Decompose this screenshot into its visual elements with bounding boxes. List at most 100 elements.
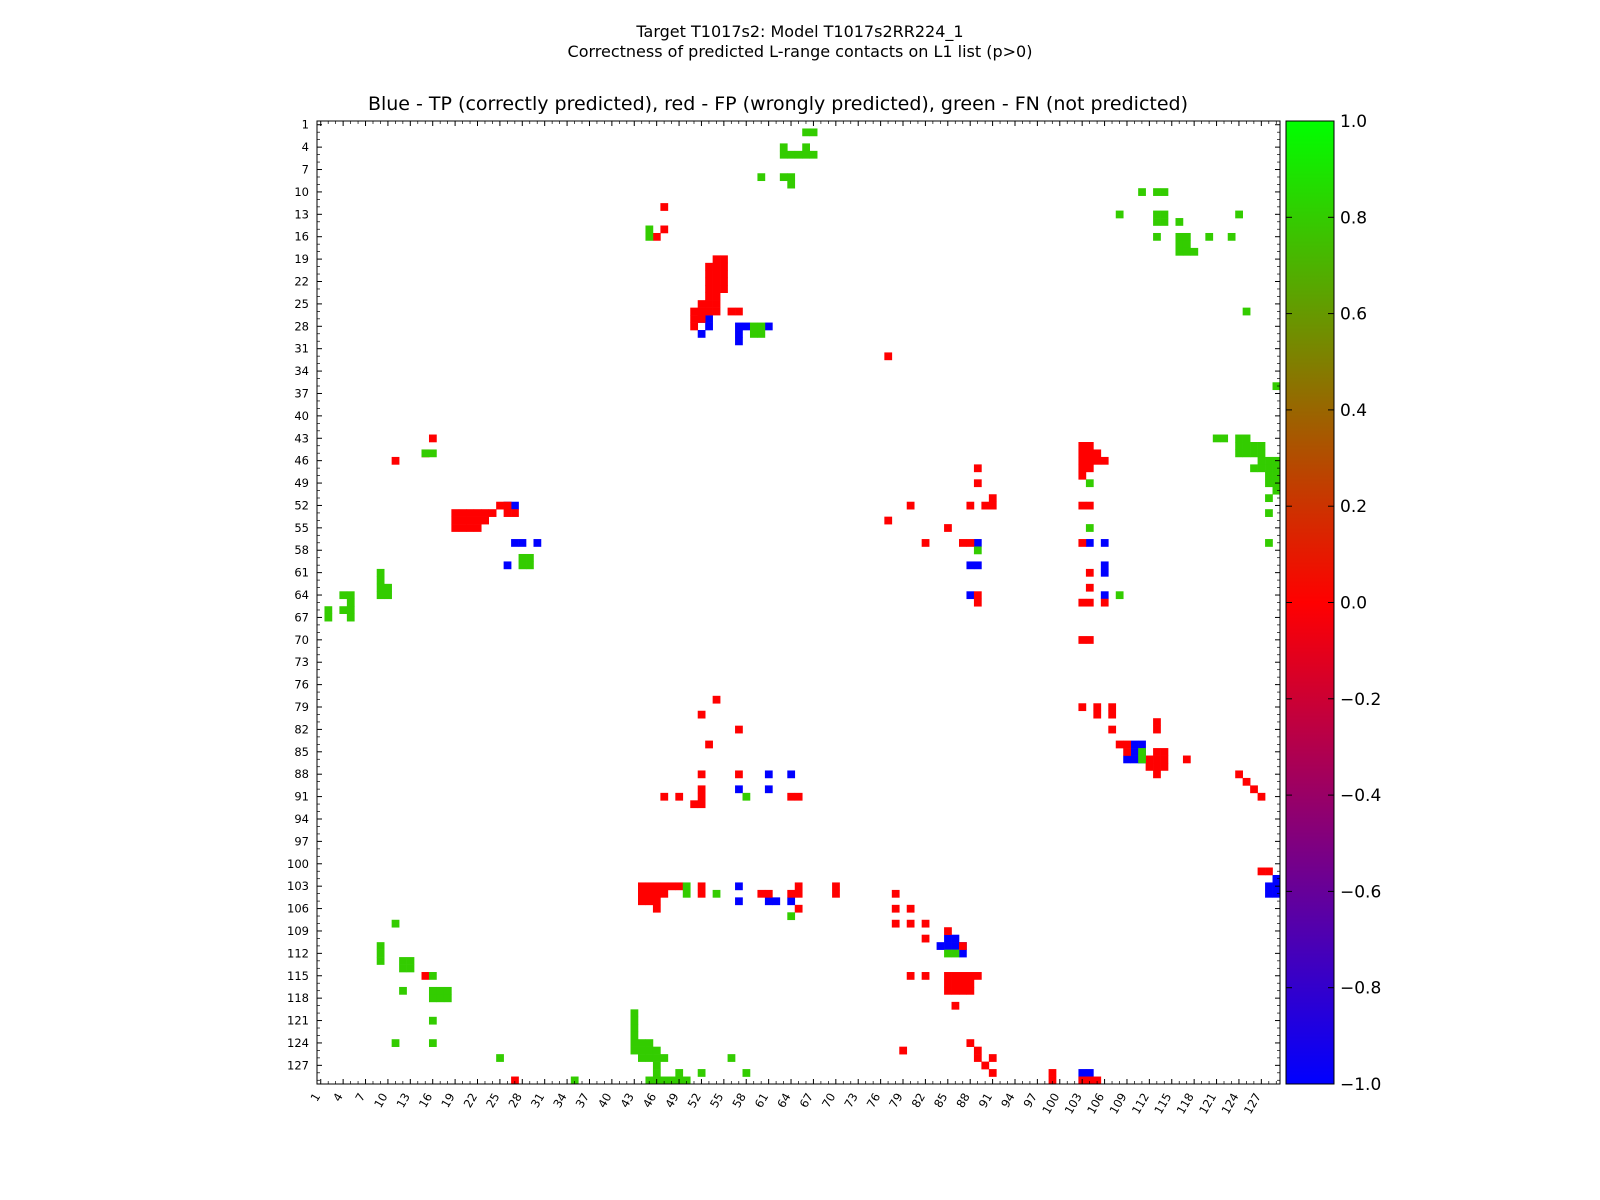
x-tick-label: 94 (998, 1091, 1017, 1111)
contact-cell-tp (1123, 755, 1131, 764)
contact-cell-tp (951, 942, 960, 950)
contact-cell-fp (973, 464, 982, 473)
x-tick-label: 118 (1174, 1091, 1197, 1117)
contact-cell-fp (884, 516, 893, 525)
contact-cell-fp (712, 270, 721, 279)
contact-cell-fp (466, 509, 475, 517)
contact-cell-fn (1175, 247, 1184, 256)
chart-title: Blue - TP (correctly predicted), red - F… (368, 93, 1188, 115)
y-tick-label: 25 (294, 297, 309, 311)
contact-cell-tp (787, 897, 796, 906)
y-tick-label: 22 (294, 275, 309, 289)
contact-cell-fn (376, 576, 385, 585)
y-tick-label: 31 (294, 342, 309, 356)
contact-cell-fn (346, 606, 355, 614)
contact-cell-fn (399, 964, 407, 973)
contact-cell-fp (1250, 785, 1258, 794)
contact-cell-fp (675, 792, 684, 801)
contact-cell-fn (391, 919, 400, 928)
contact-cell-tp (1130, 740, 1139, 749)
y-tick-label: 115 (287, 969, 309, 983)
contact-cell-fp (720, 255, 728, 264)
x-tick-label: 109 (1106, 1091, 1129, 1117)
contact-cell-fn (376, 942, 385, 950)
contact-cell-fn (787, 173, 796, 182)
contact-cell-fn (757, 322, 766, 331)
y-tick-label: 100 (287, 857, 309, 871)
contact-cell-fn (742, 792, 751, 801)
y-tick-label: 67 (294, 610, 309, 624)
contact-cell-fn (526, 553, 534, 562)
contact-cell-tp (511, 539, 519, 547)
contact-cell-fp (891, 904, 900, 913)
contact-cell-tp (735, 330, 743, 338)
contact-cell-fn (406, 964, 415, 973)
colorbar (1285, 120, 1335, 1085)
contact-cell-fn (1235, 434, 1243, 443)
x-tick-label: 67 (797, 1091, 816, 1111)
y-tick-label: 40 (294, 409, 309, 423)
contact-cell-fp (1093, 456, 1102, 465)
contact-cell-fp (1160, 763, 1169, 771)
x-tick-label: 115 (1151, 1091, 1174, 1117)
y-tick-label: 118 (287, 991, 309, 1005)
contact-cell-fp (503, 501, 512, 510)
contact-cell-fn (682, 889, 691, 898)
contact-cell-fp (966, 972, 975, 980)
contact-cell-fp (921, 934, 930, 943)
contact-cell-tp (742, 322, 751, 331)
contact-cell-fn (1212, 434, 1221, 443)
contact-cell-fp (638, 897, 646, 906)
contact-cell-fn (630, 1024, 639, 1033)
contact-cell-tp (764, 322, 773, 331)
contact-cell-fp (1078, 449, 1087, 458)
contact-cell-fp (697, 785, 706, 794)
contact-cell-tp (518, 539, 527, 547)
contact-cell-fp (1085, 583, 1094, 592)
contact-cell-fn (652, 1054, 661, 1062)
contact-cell-fn (384, 591, 392, 600)
contact-cell-fp (981, 1061, 990, 1070)
x-tick-label: 100 (1039, 1091, 1062, 1117)
contact-cell-fn (794, 150, 803, 159)
contact-cell-fp (697, 770, 706, 779)
x-tick-label: 97 (1021, 1091, 1040, 1111)
suptitle-line-1: Target T1017s2: Model T1017s2RR224_1 (636, 22, 964, 41)
contact-cell-fp (1153, 763, 1161, 771)
contact-cell-fp (1145, 755, 1154, 764)
colorbar-tick-label: −0.6 (1340, 882, 1381, 902)
contact-cell-fp (959, 942, 967, 950)
contact-cell-fn (944, 949, 952, 958)
contact-cell-fn (428, 449, 437, 458)
x-tick-label: 121 (1196, 1091, 1219, 1117)
contact-cell-fp (959, 979, 967, 988)
contact-cell-fn (727, 1054, 736, 1062)
contact-cell-fn (779, 173, 788, 182)
contact-cell-fp (705, 270, 713, 279)
y-tick-label: 1 (302, 118, 309, 132)
contact-cell-fn (1242, 434, 1251, 443)
contact-cell-fn (1242, 442, 1251, 450)
contact-cell-fp (690, 307, 699, 316)
contact-cell-fp (1257, 867, 1266, 876)
contact-cells (324, 128, 1281, 1085)
y-tick-label: 127 (287, 1058, 309, 1072)
contact-cell-fp (645, 897, 654, 906)
contact-cell-tp (1085, 1069, 1094, 1077)
x-tick-label: 46 (640, 1091, 659, 1111)
contact-cell-fp (951, 979, 960, 988)
contact-cell-fn (757, 330, 766, 338)
contact-cell-fn (1250, 449, 1258, 458)
contact-cell-fp (652, 882, 661, 891)
contact-cell-fn (339, 591, 348, 600)
contact-cell-fp (1078, 464, 1087, 473)
contact-cell-tp (503, 561, 512, 570)
x-tick-label: 10 (371, 1091, 390, 1111)
contact-cell-fn (645, 232, 654, 241)
y-tick-label: 46 (294, 454, 309, 468)
x-tick-label: 37 (573, 1091, 592, 1111)
y-tick-label: 64 (294, 588, 309, 602)
contact-cell-fn (1272, 382, 1281, 391)
contact-cell-tp (1100, 561, 1109, 570)
contact-cell-fp (488, 509, 497, 517)
